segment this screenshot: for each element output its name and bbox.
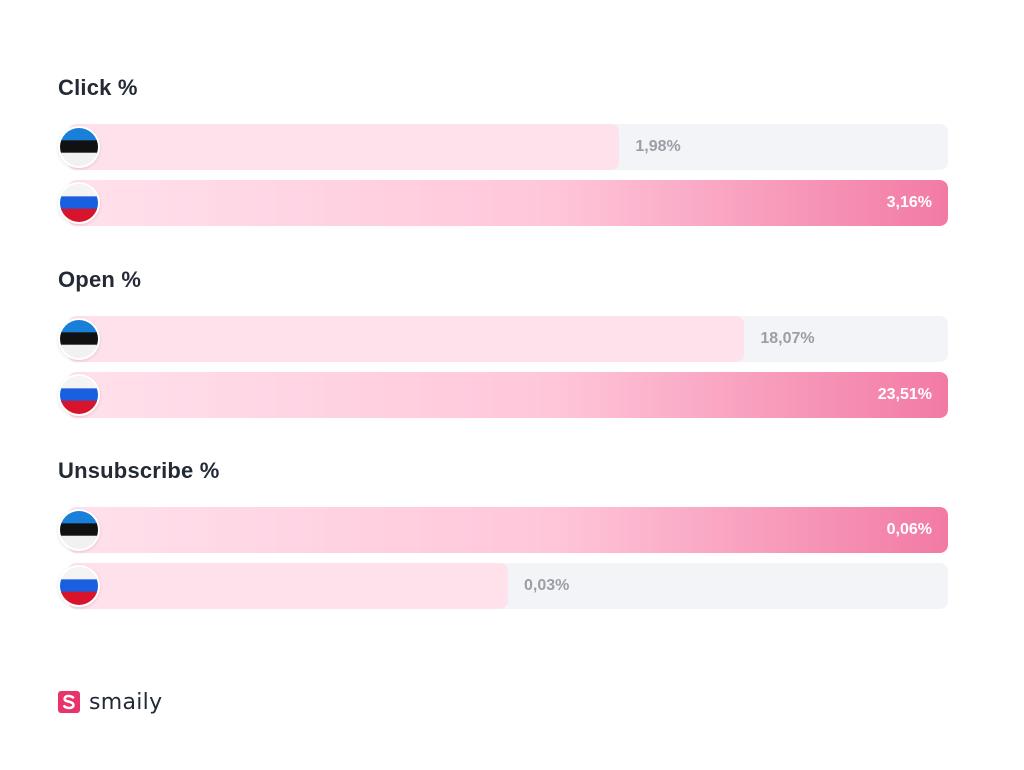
bar	[68, 180, 948, 226]
bar-row: 3,16%	[58, 180, 948, 226]
data-label: 3,16%	[886, 194, 932, 211]
metric-title: Unsubscribe %	[58, 458, 220, 483]
estonia-flag-icon	[58, 509, 100, 551]
metric-title: Click %	[58, 75, 138, 100]
bar	[68, 124, 620, 170]
data-label: 1,98%	[635, 138, 681, 155]
bar	[68, 563, 508, 609]
russia-flag-icon	[58, 374, 100, 416]
estonia-flag-icon	[58, 126, 100, 168]
bar	[68, 316, 745, 362]
bar-track	[68, 180, 948, 226]
russia-flag-icon	[58, 182, 100, 224]
metric-group: Unsubscribe % 0,06% 0,03%	[58, 457, 948, 609]
bar-track	[68, 372, 948, 418]
bar-track	[68, 507, 948, 553]
data-label: 23,51%	[877, 386, 932, 403]
bar-row: 0,03%	[58, 563, 948, 609]
bar-row: 0,06%	[58, 507, 948, 553]
bar-track	[68, 563, 948, 609]
bar-track	[68, 124, 948, 170]
bar-row: 23,51%	[58, 372, 948, 418]
russia-flag-icon	[58, 565, 100, 607]
smaily-logo-icon	[58, 691, 80, 713]
estonia-flag-icon	[58, 318, 100, 360]
bar-row: 1,98%	[58, 124, 948, 170]
data-label: 0,03%	[524, 577, 570, 594]
smaily-logo: smaily	[58, 688, 162, 716]
data-label: 0,06%	[886, 521, 932, 538]
metric-title: Open %	[58, 267, 142, 292]
bar-track	[68, 316, 948, 362]
bar-row: 18,07%	[58, 316, 948, 362]
smaily-logo-text: smaily	[89, 689, 163, 715]
data-label: 18,07%	[760, 330, 815, 347]
bar	[68, 372, 948, 418]
metric-group: Open % 18,07% 23,51%	[58, 266, 948, 418]
bar	[68, 507, 948, 553]
metric-group: Click % 1,98% 3,16%	[58, 74, 948, 226]
